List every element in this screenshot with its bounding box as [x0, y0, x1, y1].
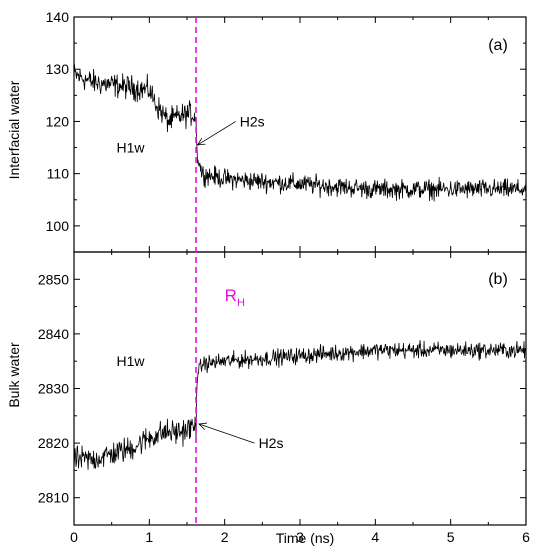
y-tick-label: 130	[46, 61, 70, 77]
panel-a-annotation-h1w: H1w	[116, 140, 145, 156]
panel-b-y-ticks: 2810 2820 2830 2840 2850	[38, 271, 526, 506]
panel-b-annotation-h1w: H1w	[116, 353, 145, 369]
y-tick-label: 2830	[38, 381, 69, 397]
x-tick-label: 4	[371, 529, 379, 545]
panel-a-series-line	[73, 64, 527, 202]
x-tick-label: 2	[221, 529, 229, 545]
panel-a-h2s-arrow	[197, 121, 236, 146]
y-tick-label: 2820	[38, 435, 69, 451]
x-tick-label: 1	[145, 529, 153, 545]
panel-b-y-axis-label: Bulk water	[6, 342, 22, 408]
panel-a-annotation-h2s: H2s	[240, 113, 265, 129]
rh-label-main: R	[225, 286, 237, 305]
y-tick-label: 2810	[38, 490, 69, 506]
y-tick-label: 100	[46, 218, 70, 234]
panel-a-x-tick-marks	[73, 17, 527, 252]
rh-label-subscript: H	[237, 297, 245, 309]
x-tick-label: 3	[296, 529, 304, 545]
y-tick-label: 2840	[38, 326, 69, 342]
y-tick-label: 140	[46, 9, 70, 25]
x-tick-label: 6	[522, 529, 530, 545]
panel-a-label: (a)	[488, 37, 508, 54]
panel-b-series-line	[73, 340, 527, 470]
panel-b-frame	[73, 251, 527, 526]
panel-a-y-axis-label: Interfacial water	[6, 80, 22, 179]
x-axis-label: Time (ns)	[276, 530, 335, 546]
panel-b-x-ticks: 0 1 2 3 4 5 6	[70, 252, 530, 545]
panel-a-frame	[73, 16, 527, 253]
x-tick-label: 0	[70, 529, 78, 545]
y-tick-label: 110	[47, 166, 70, 182]
rh-marker-label: RH	[225, 286, 245, 309]
panel-a-y-ticks: 100 110 120 130 140	[46, 9, 526, 234]
panel-b-h2s-arrowhead	[198, 422, 208, 430]
panel-b-label: (b)	[488, 271, 508, 288]
y-tick-label: 120	[46, 113, 70, 129]
x-tick-label: 5	[447, 529, 455, 545]
panel-b-annotation-h2s: H2s	[259, 435, 284, 451]
panel-a-h2s-arrowhead	[196, 137, 206, 146]
y-tick-label: 2850	[38, 271, 69, 287]
panel-b-h2s-arrow	[198, 423, 255, 444]
